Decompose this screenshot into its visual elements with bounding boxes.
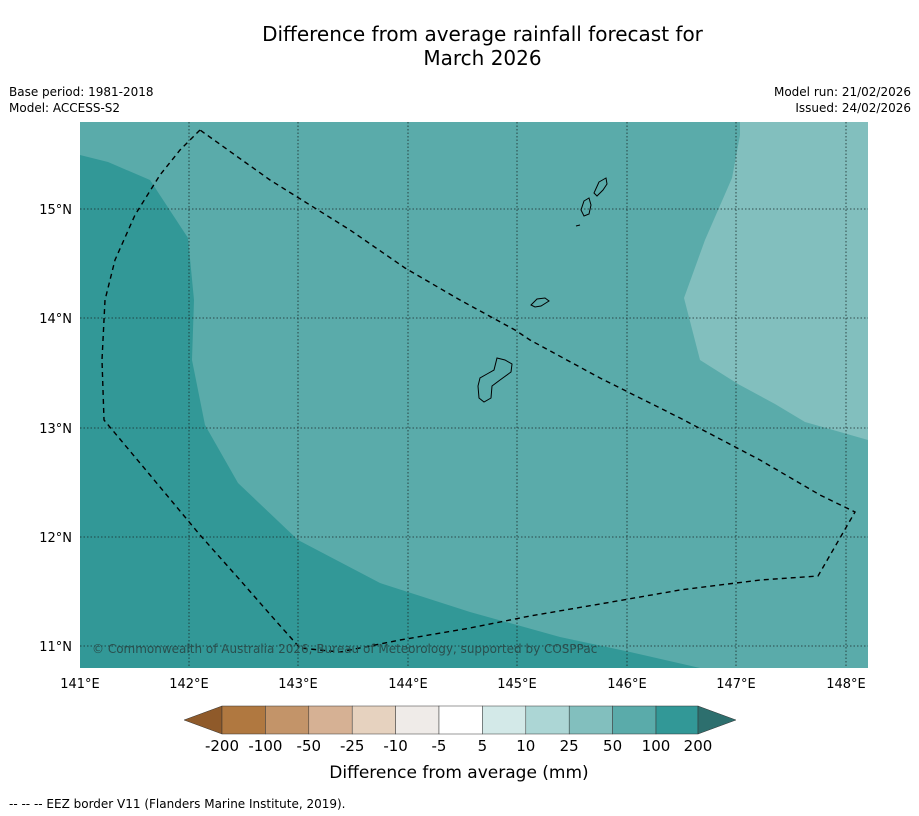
- colorbar-title: Difference from average (mm): [329, 763, 588, 783]
- longitude-labels: 141°E 142°E 143°E 144°E 145°E 146°E 147°…: [60, 677, 866, 692]
- colorbar-tick-label: 50: [603, 737, 622, 755]
- island-aguijan: [575, 224, 581, 227]
- rain-zone-50-100: [80, 122, 868, 668]
- map-area: © Commonwealth of Australia 2026, Bureau…: [80, 122, 868, 668]
- model-name: Model: ACCESS-S2: [9, 101, 121, 115]
- colorbar-swatch: [308, 705, 353, 735]
- colorbar-extend-right: [697, 705, 737, 735]
- model-run: Model run: 21/02/2026: [773, 85, 911, 99]
- colorbar-tick-label: 100: [642, 737, 671, 755]
- colorbar-swatch: [482, 705, 527, 735]
- meta-right: Model run: 21/02/2026 Issued: 24/02/2026: [774, 84, 911, 116]
- title-line-2: March 2026: [423, 46, 542, 70]
- lon-label: 145°E: [497, 677, 537, 692]
- colorbar-swatch: [221, 705, 266, 735]
- lon-label: 144°E: [388, 677, 428, 692]
- colorbar: -200 -100 -50 -25 -10 -5 5 10 25 50 100 …: [183, 705, 737, 783]
- colorbar-extend-left: [183, 705, 223, 735]
- lat-label: 13°N: [39, 422, 72, 437]
- island-tinian: [580, 197, 592, 217]
- colorbar-tick-label: 10: [516, 737, 535, 755]
- colorbar-swatch: [438, 705, 483, 735]
- lon-label: 143°E: [278, 677, 318, 692]
- base-period: Base period: 1981-2018: [9, 85, 154, 99]
- colorbar-swatch: [265, 705, 310, 735]
- colorbar-swatch: [568, 705, 613, 735]
- map-title: Difference from average rainfall forecas…: [0, 22, 919, 70]
- island-rota: [530, 297, 550, 308]
- colorbar-tick-label: -5: [432, 737, 447, 755]
- title-line-1: Difference from average rainfall forecas…: [262, 22, 703, 46]
- colorbar-swatch: [351, 705, 396, 735]
- rain-zone-10-25: [684, 122, 868, 440]
- lon-label: 141°E: [60, 677, 100, 692]
- lon-label: 147°E: [716, 677, 756, 692]
- colorbar-tick-label: -50: [297, 737, 322, 755]
- lon-label: 148°E: [826, 677, 866, 692]
- lat-label: 14°N: [39, 312, 72, 327]
- issued-date: Issued: 24/02/2026: [795, 101, 911, 115]
- colorbar-swatch: [395, 705, 440, 735]
- island-guam: [477, 357, 513, 403]
- lat-label: 15°N: [39, 203, 72, 218]
- colorbar-tick-label: 25: [560, 737, 579, 755]
- copyright-notice: © Commonwealth of Australia 2026, Bureau…: [92, 642, 597, 656]
- colorbar-swatch: [612, 705, 657, 735]
- lat-label: 11°N: [39, 640, 72, 655]
- eez-legend-note: -- -- -- EEZ border V11 (Flanders Marine…: [9, 797, 346, 811]
- meta-left: Base period: 1981-2018 Model: ACCESS-S2: [9, 84, 154, 116]
- colorbar-tick-label: -10: [383, 737, 408, 755]
- colorbar-swatch: [655, 705, 699, 735]
- lon-label: 146°E: [607, 677, 647, 692]
- colorbar-swatch: [525, 705, 570, 735]
- colorbar-tick-label: -200: [205, 737, 239, 755]
- colorbar-tick-label: -100: [248, 737, 282, 755]
- lat-label: 12°N: [39, 531, 72, 546]
- graticule: [80, 122, 868, 668]
- colorbar-tick-label: -25: [340, 737, 365, 755]
- islands: [477, 177, 608, 403]
- island-saipan: [593, 177, 608, 197]
- eez-border: [101, 129, 856, 653]
- colorbar-tick-label: 200: [684, 737, 713, 755]
- lon-label: 142°E: [169, 677, 209, 692]
- colorbar-tick-label: 5: [478, 737, 488, 755]
- latitude-labels: 15°N 14°N 13°N 12°N 11°N: [39, 203, 72, 655]
